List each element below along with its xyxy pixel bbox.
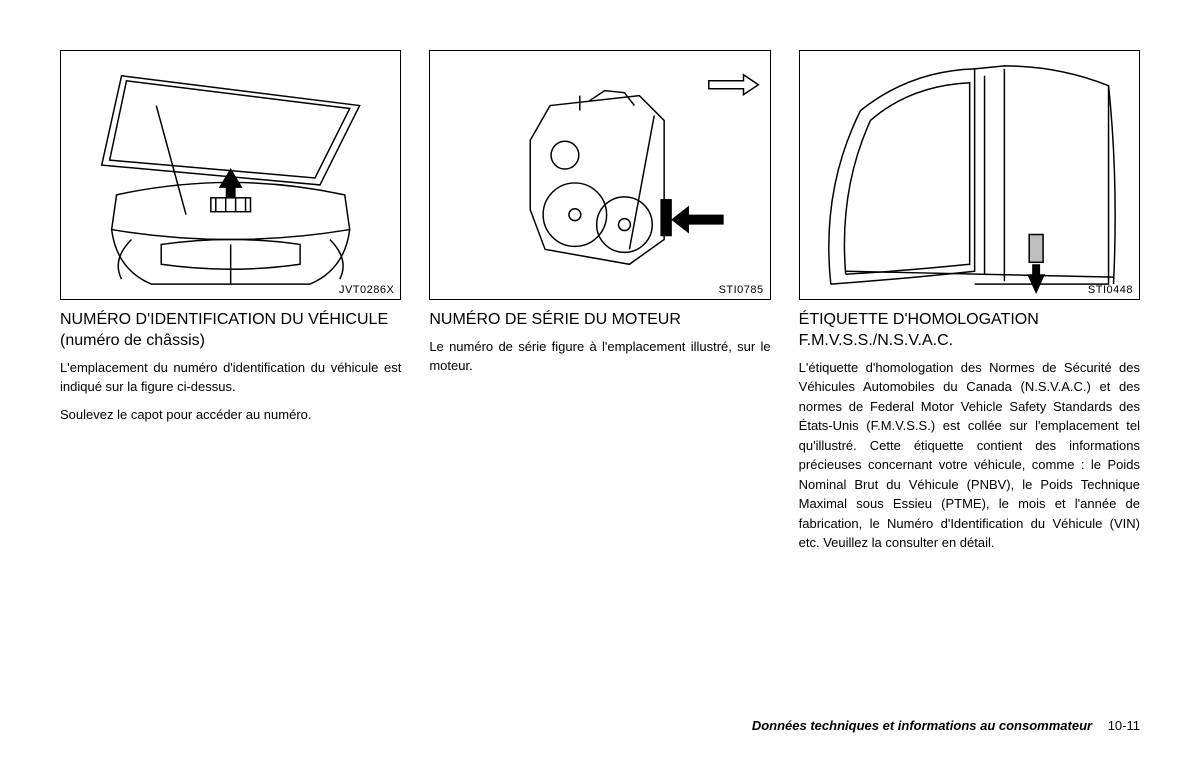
illustration-hood-open	[61, 51, 400, 299]
para-engine-1: Le numéro de série figure à l'emplacemen…	[429, 337, 770, 376]
heading-vin: NUMÉRO D'IDENTIFICATION DU VÉHICULE (num…	[60, 310, 401, 352]
figure-vin-location: JVT0286X	[60, 50, 401, 300]
figure-code-1: JVT0286X	[339, 284, 394, 296]
page-footer: Données techniques et informations au co…	[752, 718, 1140, 733]
para-vin-1: L'emplacement du numéro d'identification…	[60, 358, 401, 397]
content-columns: JVT0286X NUMÉRO D'IDENTIFICATION DU VÉHI…	[60, 50, 1140, 561]
column-1: JVT0286X NUMÉRO D'IDENTIFICATION DU VÉHI…	[60, 50, 401, 561]
heading-cert-label: ÉTIQUETTE D'HOMOLOGATION F.M.V.S.S./N.S.…	[799, 310, 1140, 352]
illustration-door-pillar	[800, 51, 1139, 299]
figure-code-3: STI0448	[1088, 284, 1133, 296]
column-2: STI0785 NUMÉRO DE SÉRIE DU MOTEUR Le num…	[429, 50, 770, 561]
figure-code-2: STI0785	[719, 284, 764, 296]
footer-page-number: 10-11	[1108, 718, 1140, 733]
figure-engine-serial: STI0785	[429, 50, 770, 300]
heading-engine-serial: NUMÉRO DE SÉRIE DU MOTEUR	[429, 310, 770, 331]
para-cert-1: L'étiquette d'homologation des Normes de…	[799, 358, 1140, 553]
illustration-engine	[430, 51, 769, 299]
footer-section-title: Données techniques et informations au co…	[752, 718, 1092, 733]
column-3: STI0448 ÉTIQUETTE D'HOMOLOGATION F.M.V.S…	[799, 50, 1140, 561]
figure-certification-label: STI0448	[799, 50, 1140, 300]
para-vin-2: Soulevez le capot pour accéder au numéro…	[60, 405, 401, 425]
